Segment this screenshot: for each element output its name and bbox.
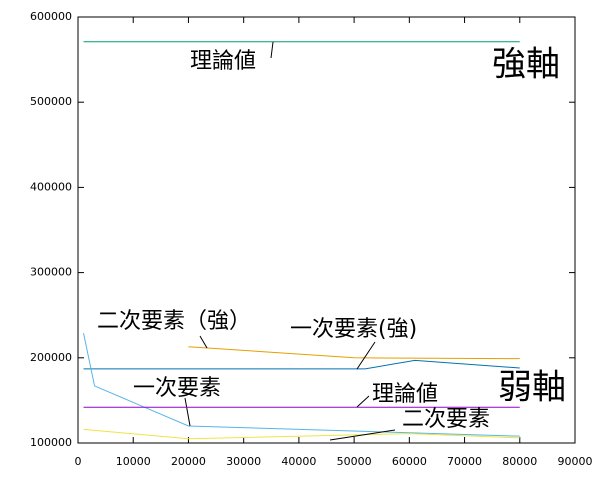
axis-annotation: 強軸 — [492, 45, 560, 85]
series-label: 一次要素(強) — [290, 317, 417, 342]
x-tick-label: 80000 — [502, 455, 537, 468]
y-tick-label: 300000 — [30, 266, 72, 279]
x-tick-label: 0 — [75, 455, 82, 468]
x-tick-label: 70000 — [447, 455, 482, 468]
y-tick-label: 100000 — [30, 436, 72, 449]
series-line — [83, 428, 520, 440]
series-label: 一次要素 — [133, 376, 221, 401]
x-tick-label: 30000 — [226, 455, 261, 468]
leader-line — [356, 395, 370, 408]
y-tick-label: 400000 — [30, 180, 72, 193]
series-label: 理論値 — [190, 49, 256, 74]
y-tick-label: 600000 — [30, 10, 72, 23]
series-line — [188, 346, 520, 360]
series-label: 二次要素（強） — [97, 309, 251, 334]
series-label: 二次要素 — [402, 407, 490, 432]
plot-frame — [77, 16, 576, 444]
x-tick-label: 20000 — [171, 455, 206, 468]
leader-line — [329, 429, 396, 441]
x-tick-label: 10000 — [116, 455, 151, 468]
series-line — [83, 332, 520, 437]
leader-line — [184, 397, 191, 427]
series-line — [83, 359, 520, 370]
y-tick-label: 200000 — [30, 351, 72, 364]
x-tick-label: 90000 — [558, 455, 593, 468]
x-tick-label: 40000 — [281, 455, 316, 468]
leader-line — [199, 335, 208, 349]
leader-line — [356, 341, 376, 370]
x-tick-label: 60000 — [392, 455, 427, 468]
x-tick-label: 50000 — [337, 455, 372, 468]
axis-annotation: 弱軸 — [498, 368, 566, 408]
series-label: 理論値 — [372, 382, 438, 407]
y-tick-label: 500000 — [30, 95, 72, 108]
leader-line — [270, 41, 274, 59]
